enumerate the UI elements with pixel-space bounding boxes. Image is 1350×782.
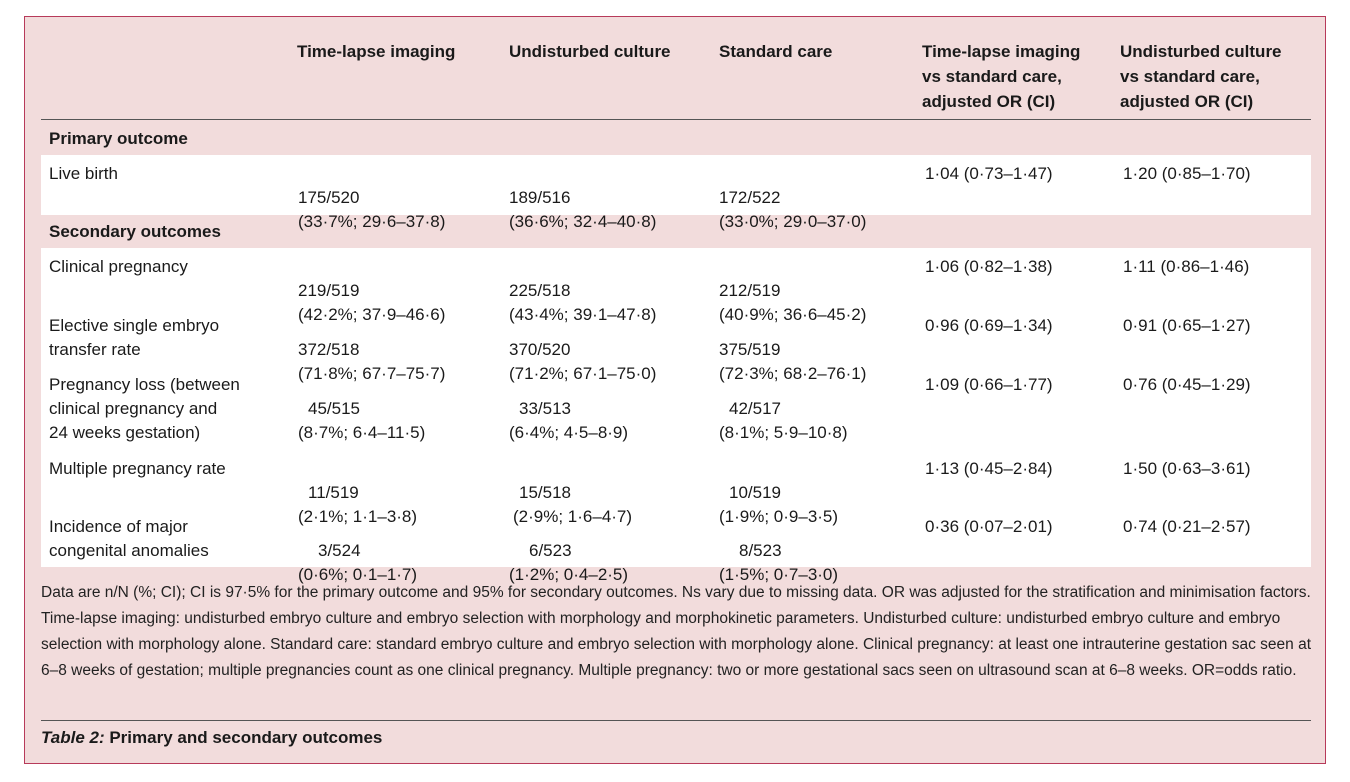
cell-or-undisturbed: 0·76 (0·45–1·29)	[1123, 375, 1251, 394]
cell-standard: 172/522 (33·0%; 29·0–37·0)	[719, 188, 867, 231]
row-band	[41, 155, 1311, 215]
section-title-secondary: Secondary outcomes	[49, 222, 221, 241]
cell-undisturbed: 189/516 (36·6%; 32·4–40·8)	[509, 188, 657, 231]
cell-undisturbed: 33/513 (6·4%; 4·5–8·9)	[509, 399, 629, 442]
table-number: Table 2:	[41, 728, 105, 747]
table-header-row: Time-lapse imaging Undisturbed culture S…	[41, 39, 1311, 117]
cell-standard: 42/517 (8·1%; 5·9–10·8)	[719, 399, 848, 442]
row-label: Incidence of major congenital anomalies	[49, 517, 209, 560]
cell-or-time-lapse: 0·96 (0·69–1·34)	[925, 316, 1053, 335]
header-rule	[41, 119, 1311, 120]
cell-undisturbed: 225/518 (43·4%; 39·1–47·8)	[509, 281, 657, 324]
row-label: Clinical pregnancy	[49, 257, 188, 276]
header-time-lapse: Time-lapse imaging	[297, 42, 456, 61]
row-label: Elective single embryo transfer rate	[49, 316, 220, 359]
row-label: Pregnancy loss (between clinical pregnan…	[49, 375, 240, 442]
cell-or-time-lapse: 1·13 (0·45–2·84)	[925, 459, 1053, 478]
cell-or-time-lapse: 1·06 (0·82–1·38)	[925, 257, 1053, 276]
cell-time-lapse: 3/524 (0·6%; 0·1–1·7)	[298, 541, 418, 584]
cell-or-undisturbed: 0·74 (0·21–2·57)	[1123, 517, 1251, 536]
cell-or-undisturbed: 1·20 (0·85–1·70)	[1123, 164, 1251, 183]
header-standard-care: Standard care	[719, 42, 833, 61]
table-footnote: Data are n/N (%; CI); CI is 97·5% for th…	[41, 584, 1312, 679]
cell-or-undisturbed: 1·50 (0·63–3·61)	[1123, 459, 1251, 478]
cell-standard: 10/519 (1·9%; 0·9–3·5)	[719, 483, 839, 526]
cell-undisturbed: 370/520 (71·2%; 67·1–75·0)	[509, 340, 657, 383]
cell-or-time-lapse: 1·09 (0·66–1·77)	[925, 375, 1053, 394]
table-panel: Time-lapse imaging Undisturbed culture S…	[24, 16, 1326, 764]
cell-time-lapse: 219/519 (42·2%; 37·9–46·6)	[298, 281, 446, 324]
cell-time-lapse: 372/518 (71·8%; 67·7–75·7)	[298, 340, 446, 383]
header-undisturbed: Undisturbed culture	[509, 42, 671, 61]
cell-undisturbed: 15/518 (2·9%; 1·6–4·7)	[513, 483, 633, 526]
rows-band	[41, 248, 1311, 567]
row-label: Live birth	[49, 164, 118, 183]
cell-or-time-lapse: 0·36 (0·07–2·01)	[925, 517, 1053, 536]
row-label: Multiple pregnancy rate	[49, 459, 226, 478]
table-title: Primary and secondary outcomes	[109, 728, 383, 747]
cell-time-lapse: 45/515 (8·7%; 6·4–11·5)	[298, 399, 426, 442]
cell-standard: 212/519 (40·9%; 36·6–45·2)	[719, 281, 867, 324]
cell-standard: 375/519 (72·3%; 68·2–76·1)	[719, 340, 867, 383]
caption-rule	[41, 720, 1311, 721]
cell-undisturbed: 6/523 (1·2%; 0·4–2·5)	[509, 541, 629, 584]
cell-standard: 8/523 (1·5%; 0·7–3·0)	[719, 541, 839, 584]
cell-or-undisturbed: 1·11 (0·86–1·46)	[1123, 257, 1250, 276]
table-caption: Table 2: Primary and secondary outcomes	[41, 728, 382, 748]
cell-time-lapse: 11/519 (2·1%; 1·1–3·8)	[298, 483, 418, 526]
cell-time-lapse: 175/520 (33·7%; 29·6–37·8)	[298, 188, 446, 231]
header-or-time-lapse: Time-lapse imaging vs standard care, adj…	[922, 42, 1081, 111]
cell-or-time-lapse: 1·04 (0·73–1·47)	[925, 164, 1053, 183]
header-or-undisturbed: Undisturbed culture vs standard care, ad…	[1120, 42, 1282, 111]
cell-or-undisturbed: 0·91 (0·65–1·27)	[1123, 316, 1251, 335]
section-title-primary: Primary outcome	[49, 129, 188, 148]
